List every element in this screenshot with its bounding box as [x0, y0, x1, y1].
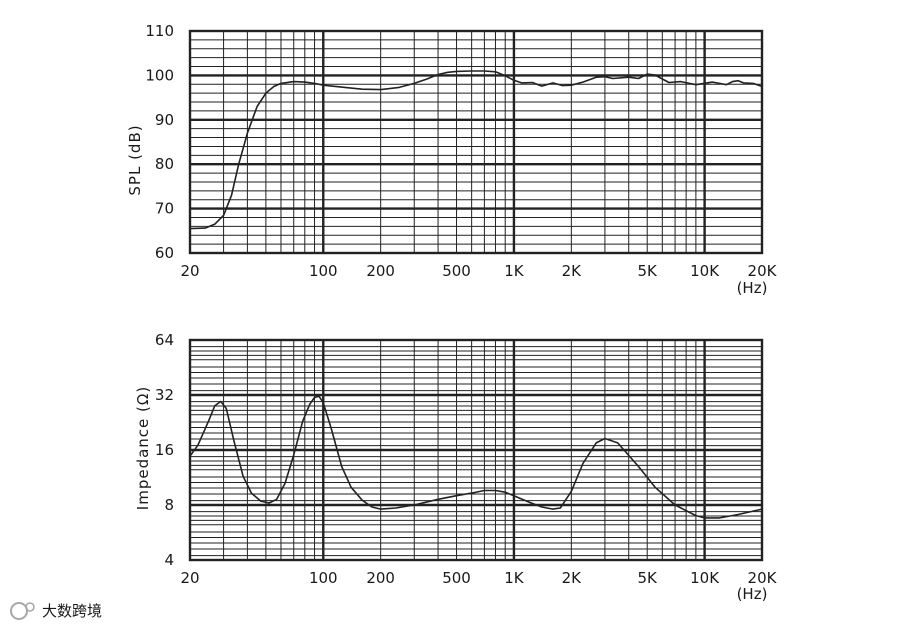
y-tick-label: 60 — [155, 244, 174, 262]
y-tick-label: 64 — [155, 331, 174, 349]
x-axis-unit: (Hz) — [737, 585, 768, 603]
x-tick-label: 200 — [366, 569, 395, 587]
x-tick-label: 2K — [562, 262, 583, 280]
y-tick-label: 32 — [155, 386, 174, 404]
watermark-logo-icon — [10, 602, 35, 620]
x-tick-label: 1K — [504, 262, 525, 280]
spl-chart: 60 70 80 90 100 110 20 100 200 500 1K 2K 5K 10K 20K(Hz… — [126, 22, 778, 297]
y-tick-label: 110 — [145, 22, 174, 40]
impedance-plot-frame — [188, 338, 764, 562]
x-tick-label: 500 — [442, 262, 471, 280]
y-tick-label: 70 — [155, 200, 174, 218]
x-tick-label: 500 — [442, 569, 471, 587]
x-tick-label: 20K — [748, 262, 778, 280]
x-tick-label: 5K — [638, 262, 659, 280]
watermark: 大数跨境 — [10, 602, 102, 620]
y-tick-label: 8 — [164, 496, 174, 514]
y-axis-title: Impedance (Ω) — [134, 386, 152, 510]
spl-horizontal-grid — [190, 39, 762, 245]
y-tick-label: 4 — [164, 551, 174, 569]
x-tick-label: 20 — [180, 262, 199, 280]
x-tick-label: 20K — [748, 569, 778, 587]
x-tick-label: 10K — [690, 569, 720, 587]
x-tick-label: 100 — [309, 262, 338, 280]
x-tick-label: 100 — [309, 569, 338, 587]
x-tick-label: 200 — [366, 262, 395, 280]
y-tick-label: 90 — [155, 111, 174, 129]
x-tick-label: 1K — [504, 569, 525, 587]
spl-vertical-grid — [223, 31, 706, 253]
spl-curve — [189, 70, 763, 230]
y-tick-label: 16 — [155, 441, 174, 459]
y-tick-label: 80 — [155, 155, 174, 173]
x-tick-label: 2K — [562, 569, 583, 587]
x-axis-unit: (Hz) — [737, 279, 768, 297]
watermark-text: 大数跨境 — [42, 602, 102, 620]
impedance-curve — [189, 395, 763, 519]
x-tick-label: 10K — [690, 262, 720, 280]
impedance-horizontal-grid — [190, 346, 762, 557]
spl-plot-frame — [188, 29, 764, 255]
impedance-chart: 4 8 16 32 64 20 100 200 500 1K 2K 5K 10K 20K(Hz) Imped… — [134, 331, 778, 603]
x-tick-label: 20 — [180, 569, 199, 587]
y-tick-label: 100 — [145, 66, 174, 84]
x-tick-label: 5K — [638, 569, 659, 587]
y-axis-title: SPL (dB) — [126, 124, 144, 195]
